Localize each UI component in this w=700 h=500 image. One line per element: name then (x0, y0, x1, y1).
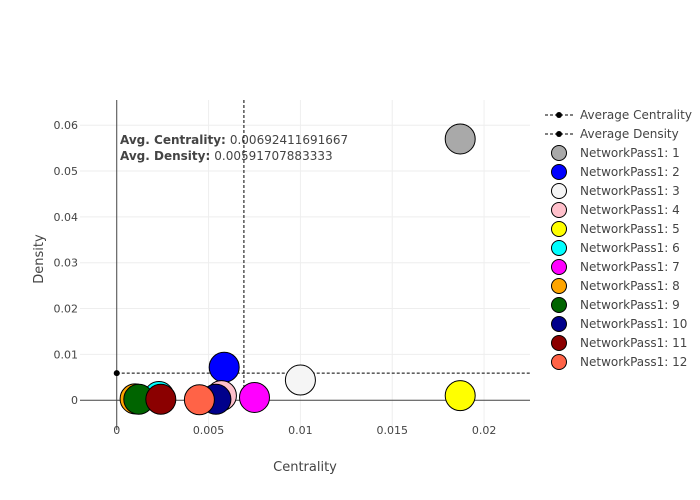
reference-lines (113, 100, 530, 401)
legend-label: NetworkPass1: 10 (580, 317, 687, 331)
legend-label: NetworkPass1: 2 (580, 165, 680, 179)
legend-swatch-icon (551, 335, 567, 351)
legend-item-3[interactable]: NetworkPass1: 3 (551, 183, 680, 199)
legend-label: Average Centrality (580, 108, 692, 122)
legend-swatch-icon (551, 183, 567, 199)
average-density-marker (113, 370, 120, 377)
legend-label: NetworkPass1: 6 (580, 241, 680, 255)
data-point-1 (444, 123, 476, 155)
data-point-7 (238, 381, 270, 413)
y-tick-label: 0.01 (54, 348, 79, 361)
legend-label: NetworkPass1: 7 (580, 260, 680, 274)
legend-item-1[interactable]: NetworkPass1: 1 (551, 145, 680, 161)
x-axis-title: Centrality (273, 460, 337, 475)
legend-swatch-icon (551, 202, 567, 218)
y-tick-label: 0.04 (54, 211, 79, 224)
legend-label: NetworkPass1: 12 (580, 355, 687, 369)
legend-marker-icon (556, 112, 562, 118)
legend-item-ref-1[interactable]: Average Centrality (545, 108, 692, 122)
legend-item-2[interactable]: NetworkPass1: 2 (551, 164, 680, 180)
data-point-2 (208, 351, 240, 383)
legend-swatch-icon (551, 221, 567, 237)
legend-swatch-icon (551, 278, 567, 294)
y-tick-label: 0.03 (54, 257, 79, 270)
data-point-12 (183, 384, 215, 416)
legend-label: NetworkPass1: 4 (580, 203, 680, 217)
y-tick-label: 0.02 (54, 303, 79, 316)
legend-label: NetworkPass1: 1 (580, 146, 680, 160)
legend-swatch-icon (551, 164, 567, 180)
avg-density-value: 0.00591707883333 (214, 149, 332, 163)
legend-label: NetworkPass1: 3 (580, 184, 680, 198)
legend-item-4[interactable]: NetworkPass1: 4 (551, 202, 680, 218)
legend-item-12[interactable]: NetworkPass1: 12 (551, 354, 688, 370)
legend-item-9[interactable]: NetworkPass1: 9 (551, 297, 680, 313)
y-tick-label: 0.06 (54, 119, 79, 132)
data-point-11 (145, 383, 177, 415)
avg-density-annotation: Avg. Density: 0.00591707883333 (120, 149, 333, 163)
x-tick-label: 0.01 (288, 424, 313, 437)
legend-label: NetworkPass1: 5 (580, 222, 680, 236)
x-tick-label: 0.015 (376, 424, 408, 437)
x-tick-label: 0 (113, 424, 120, 437)
legend-swatch-icon (551, 259, 567, 275)
legend-item-ref-2[interactable]: Average Density (545, 127, 679, 141)
data-point-5 (444, 380, 476, 412)
legend-swatch-icon (551, 240, 567, 256)
x-tick-label: 0.02 (472, 424, 497, 437)
legend-item-8[interactable]: NetworkPass1: 8 (551, 278, 680, 294)
data-point-3 (284, 364, 316, 396)
legend-label: NetworkPass1: 8 (580, 279, 680, 293)
y-tick-label: 0.05 (54, 165, 79, 178)
avg-centrality-value: 0.00692411691667 (230, 133, 348, 147)
legend-label: NetworkPass1: 9 (580, 298, 680, 312)
legend-item-5[interactable]: NetworkPass1: 5 (551, 221, 680, 237)
avg-centrality-label: Avg. Centrality: (120, 133, 226, 147)
legend-label: NetworkPass1: 11 (580, 336, 687, 350)
avg-centrality-annotation: Avg. Centrality: 0.00692411691667 (120, 133, 348, 147)
avg-density-label: Avg. Density: (120, 149, 210, 163)
legend-item-6[interactable]: NetworkPass1: 6 (551, 240, 680, 256)
legend-swatch-icon (551, 316, 567, 332)
axes: 0 0.005 0.01 0.015 0.02 0 0.01 0.02 0.03 0.04 0.05… (54, 100, 530, 437)
y-tick-label: 0 (71, 394, 78, 407)
legend-swatch-icon (551, 297, 567, 313)
average-annotation: Avg. Centrality: 0.00692411691667 Avg. De… (120, 133, 348, 163)
y-axis-title: Density (32, 234, 47, 284)
legend-swatch-icon (551, 354, 567, 370)
legend-swatch-icon (551, 145, 567, 161)
data-points (119, 123, 476, 416)
legend-item-10[interactable]: NetworkPass1: 10 (551, 316, 688, 332)
legend-item-7[interactable]: NetworkPass1: 7 (551, 259, 680, 275)
legend-label: Average Density (580, 127, 679, 141)
legend-marker-icon (556, 131, 562, 137)
legend: Average Centrality Average Density Network… (545, 108, 692, 370)
legend-item-11[interactable]: NetworkPass1: 11 (551, 335, 688, 351)
x-tick-label: 0.005 (193, 424, 225, 437)
